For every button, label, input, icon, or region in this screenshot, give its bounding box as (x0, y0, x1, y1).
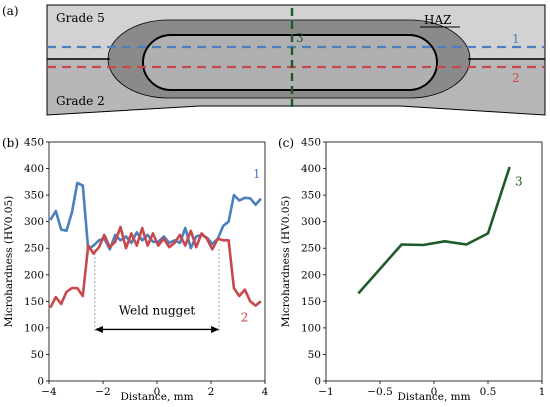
chart-b-y-axis-title: Microhardness (HV0.05) (3, 196, 15, 328)
x-tick-label: 4 (262, 386, 269, 398)
panel-a-label: (a) (2, 4, 19, 18)
x-tick-label: −0.5 (367, 386, 393, 398)
panel-b-label: (b) (2, 136, 19, 150)
x-tick-label: 0 (154, 386, 161, 398)
haz-label: HAZ (424, 13, 451, 27)
weld-nugget-label: Weld nugget (119, 304, 196, 318)
weld-diagram: (a) Grade 5 Grade 2 HAZ 1 2 3 (2, 4, 546, 116)
line-1-label: 1 (512, 32, 520, 46)
chart-c-x-axis-title: Distance, mm (397, 391, 470, 403)
y-tick-label: 100 (24, 322, 44, 334)
y-tick-label: 0 (37, 376, 44, 388)
y-tick-label: 250 (301, 243, 321, 255)
weld-nugget-region (142, 34, 438, 91)
x-tick-label: 1 (539, 386, 546, 398)
x-tick-label: −1 (318, 386, 333, 398)
chart-c-y-axis-title: Microhardness (HV0.05) (280, 196, 292, 328)
y-tick-label: 300 (24, 216, 44, 228)
nugget-arrow-right-head (211, 325, 220, 333)
y-tick-label: 50 (31, 349, 44, 361)
y-tick-label: 200 (24, 269, 44, 281)
x-tick-label: 0 (431, 386, 438, 398)
chart-b-plot-frame (48, 141, 266, 382)
y-tick-label: 150 (301, 296, 321, 308)
line-3-label: 3 (296, 31, 304, 45)
y-tick-label: 450 (24, 137, 44, 149)
x-tick-label: 2 (208, 386, 215, 398)
chart-b-x-axis-title: Distance, mm (120, 391, 193, 403)
grade5-label: Grade 5 (56, 11, 105, 25)
y-tick-label: 50 (308, 349, 321, 361)
series-2-label: 2 (241, 311, 249, 325)
series-1-label: 1 (253, 167, 261, 181)
grade2-label: Grade 2 (56, 94, 105, 108)
panel-c-label: (c) (278, 136, 294, 150)
y-tick-label: 200 (301, 269, 321, 281)
x-tick-label: −2 (95, 386, 110, 398)
chart-b: (b) 0 50 100 150 200 250 300 350 400 450 −4 −2 0 2 4 1… (2, 136, 269, 403)
y-tick-label: 0 (314, 376, 321, 388)
chart-c-plot-frame (325, 141, 543, 382)
line-2-label: 2 (512, 71, 520, 85)
y-tick-label: 350 (24, 190, 44, 202)
series-3-line (357, 166, 511, 295)
series-3-label: 3 (515, 175, 523, 189)
x-tick-label: 0.5 (480, 386, 497, 398)
nugget-arrow-left-head (94, 325, 103, 333)
y-tick-label: 400 (24, 163, 44, 175)
y-tick-label: 350 (301, 190, 321, 202)
y-tick-label: 250 (24, 243, 44, 255)
y-tick-label: 450 (301, 137, 321, 149)
chart-c: (c) 0 50 100 150 200 250 300 350 400 450 −1 −0.5 0 0.… (278, 136, 545, 403)
y-tick-label: 300 (301, 216, 321, 228)
y-tick-label: 100 (301, 322, 321, 334)
x-tick-label: −4 (41, 386, 57, 398)
series-2-line (49, 225, 262, 309)
y-tick-label: 400 (301, 163, 321, 175)
y-tick-label: 150 (24, 296, 44, 308)
